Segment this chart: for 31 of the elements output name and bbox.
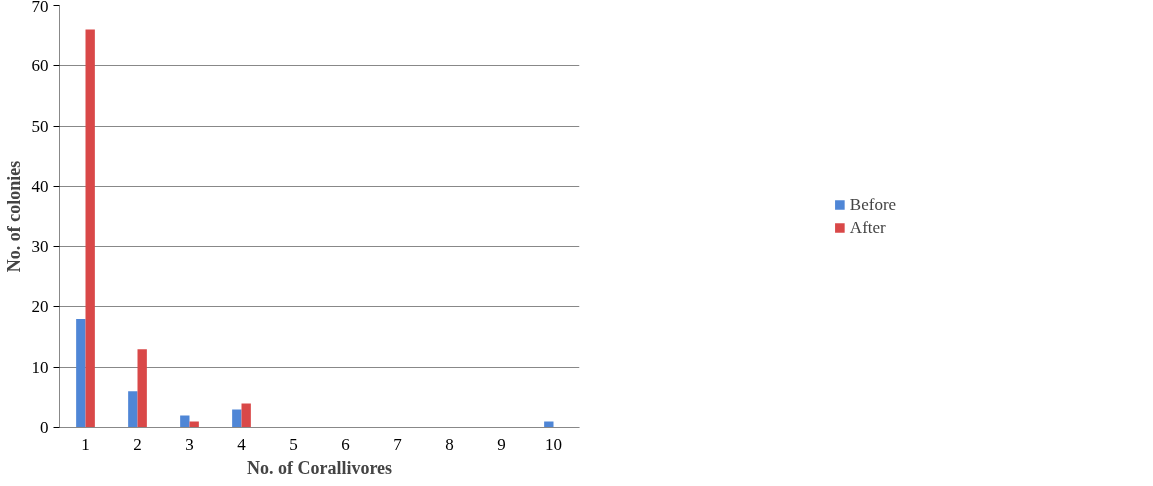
x-tick-label: 6 <box>341 434 350 454</box>
y-tick-label: 70 <box>31 0 49 16</box>
y-tick-label: 60 <box>31 56 49 76</box>
bar <box>137 349 147 428</box>
y-tick-label: 40 <box>31 176 49 196</box>
x-axis-title: No. of Corallivores <box>246 457 393 478</box>
y-axis-title: No. of colonies <box>3 160 24 273</box>
bar <box>76 318 86 428</box>
bar <box>232 409 242 428</box>
y-tick-label: 30 <box>31 237 49 257</box>
x-tick-label: 8 <box>445 434 454 454</box>
legend-label: After <box>849 217 886 238</box>
bar <box>544 421 554 428</box>
y-tick-label: 10 <box>31 357 49 377</box>
bar <box>241 403 251 428</box>
x-tick-label: 7 <box>393 434 403 454</box>
bar <box>180 415 190 428</box>
bar <box>128 391 138 428</box>
y-tick-label: 50 <box>31 116 49 136</box>
x-tick-label: 3 <box>185 434 194 454</box>
x-tick-label: 1 <box>81 434 90 454</box>
y-tick-label: 0 <box>40 418 49 437</box>
x-tick-label: 10 <box>545 434 562 454</box>
x-tick-label: 9 <box>497 434 506 454</box>
x-tick-label: 5 <box>289 434 298 454</box>
legend-label: Before <box>849 194 897 215</box>
x-tick-label: 4 <box>237 434 247 454</box>
bar <box>189 421 199 428</box>
y-tick-label: 20 <box>31 297 49 317</box>
bar <box>85 29 95 428</box>
x-tick-label: 2 <box>133 434 142 454</box>
